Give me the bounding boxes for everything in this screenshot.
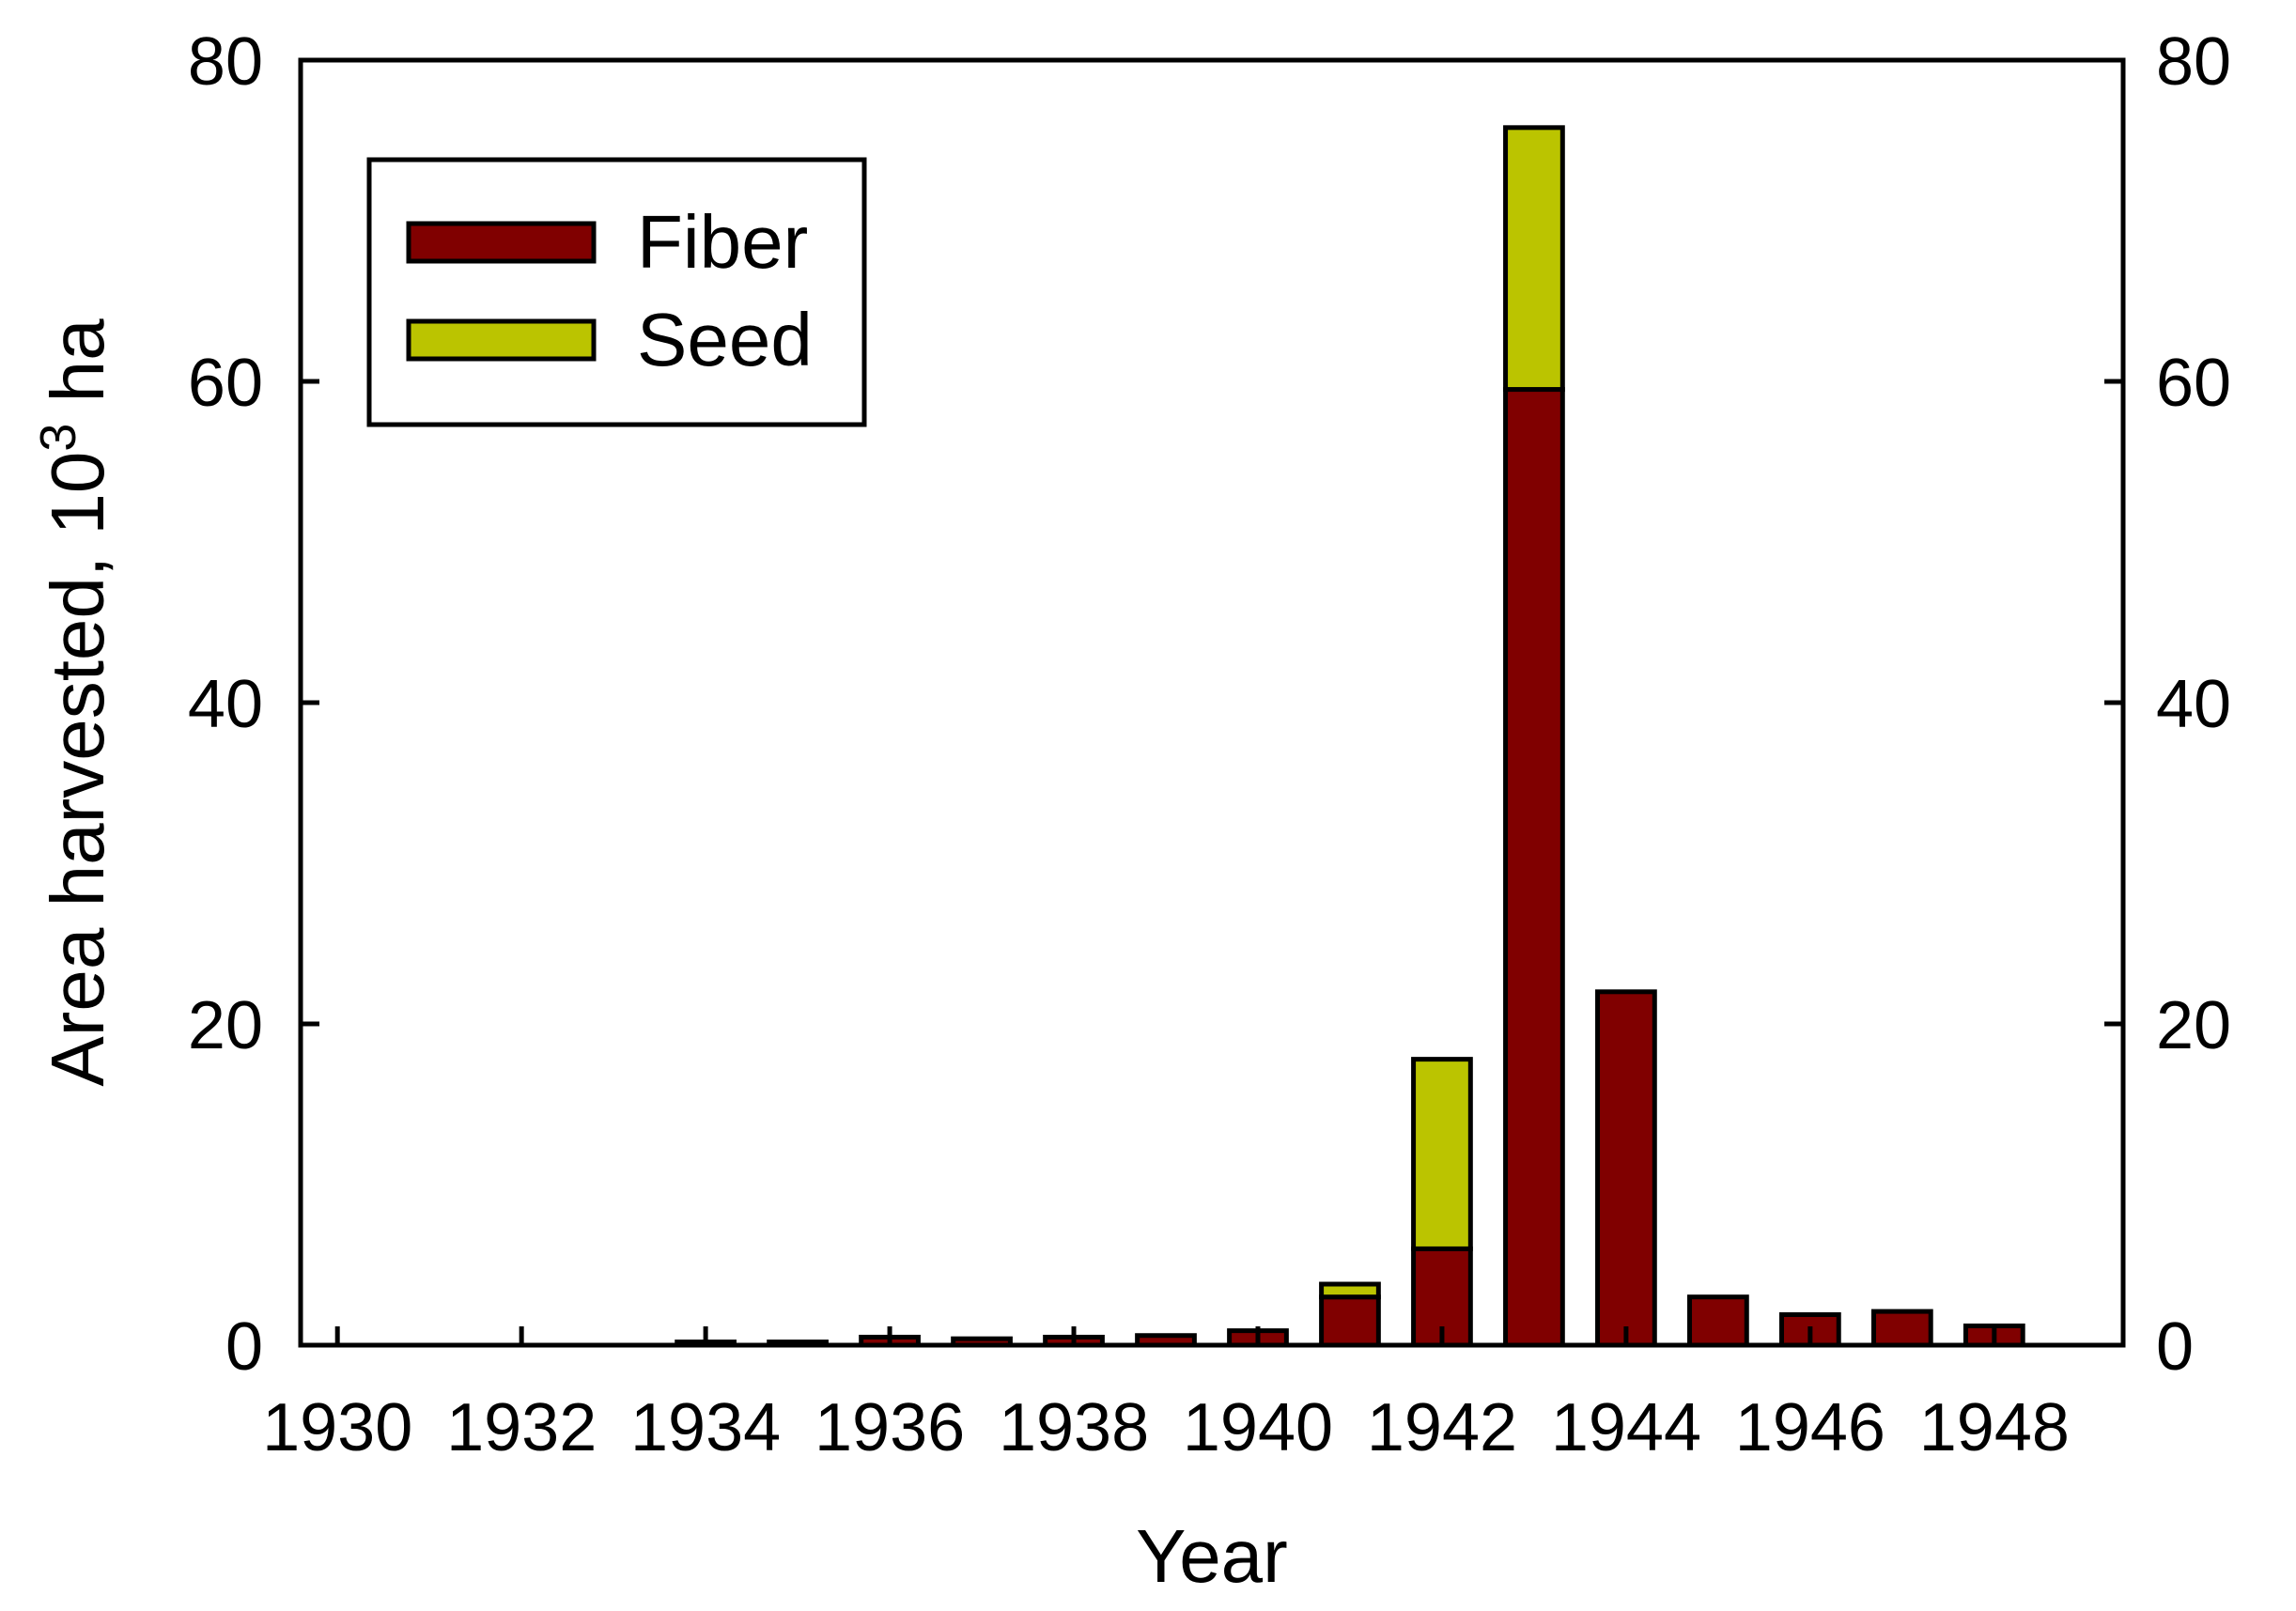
y-tick-label-right-40: 40 bbox=[2156, 667, 2231, 742]
x-tick-label-1946: 1946 bbox=[1735, 1390, 1885, 1465]
bar-seed-1942 bbox=[1411, 1057, 1473, 1251]
y-tick-label-right-20: 20 bbox=[2156, 988, 2231, 1063]
y-tick-label-left-20: 20 bbox=[188, 988, 263, 1063]
x-tick-label-1944: 1944 bbox=[1551, 1390, 1701, 1465]
legend-frame bbox=[366, 157, 867, 427]
plot-area-frame bbox=[298, 57, 2126, 1348]
bar-fiber-1944 bbox=[1595, 989, 1657, 1348]
x-tick-label-1930: 1930 bbox=[262, 1390, 412, 1465]
x-tick-label-1932: 1932 bbox=[446, 1390, 597, 1465]
bar-fiber-1945 bbox=[1687, 1294, 1749, 1348]
y-tick-label-left-80: 80 bbox=[188, 24, 263, 100]
y-tick-label-left-0: 0 bbox=[225, 1309, 263, 1385]
y-tick-label-left-60: 60 bbox=[188, 346, 263, 421]
ticks-layer: 1930 1932 1934 1936 1938 1940 1942 1944 1946 1948… bbox=[188, 24, 2231, 1465]
bar-seed-1941 bbox=[1319, 1281, 1381, 1300]
legend-label-seed: Seed bbox=[637, 298, 813, 381]
y-tick-label-left-40: 40 bbox=[188, 667, 263, 742]
y-tick-label-right-0: 0 bbox=[2156, 1309, 2194, 1385]
bars-layer bbox=[675, 125, 2025, 1348]
y-axis-title-main: Area harvested, 10 bbox=[36, 452, 119, 1087]
x-tick-label-1934: 1934 bbox=[630, 1390, 781, 1465]
y-axis-title-unit: ha bbox=[36, 318, 119, 424]
bar-fiber-1947 bbox=[1870, 1309, 1933, 1348]
legend-swatch-seed bbox=[406, 318, 597, 362]
y-axis-title-superscript: 3 bbox=[30, 424, 86, 452]
y-tick-label-right-80: 80 bbox=[2156, 24, 2231, 100]
x-axis-title: Year bbox=[1136, 1514, 1288, 1598]
legend-label-fiber: Fiber bbox=[637, 200, 808, 284]
x-tick-label-1948: 1948 bbox=[1919, 1390, 2070, 1465]
x-tick-label-1938: 1938 bbox=[999, 1390, 1149, 1465]
x-tick-label-1940: 1940 bbox=[1183, 1390, 1333, 1465]
legend: Fiber Seed bbox=[366, 157, 867, 427]
y-tick-label-right-60: 60 bbox=[2156, 346, 2231, 421]
bar-fiber-1941 bbox=[1319, 1294, 1381, 1348]
bar-seed-1943 bbox=[1503, 125, 1565, 393]
x-tick-label-1936: 1936 bbox=[814, 1390, 965, 1465]
bar-fiber-1943 bbox=[1503, 387, 1565, 1348]
x-tick-label-1942: 1942 bbox=[1367, 1390, 1517, 1465]
y-axis-title: Area harvested, 103 ha bbox=[30, 318, 119, 1087]
legend-swatch-fiber bbox=[406, 221, 597, 264]
